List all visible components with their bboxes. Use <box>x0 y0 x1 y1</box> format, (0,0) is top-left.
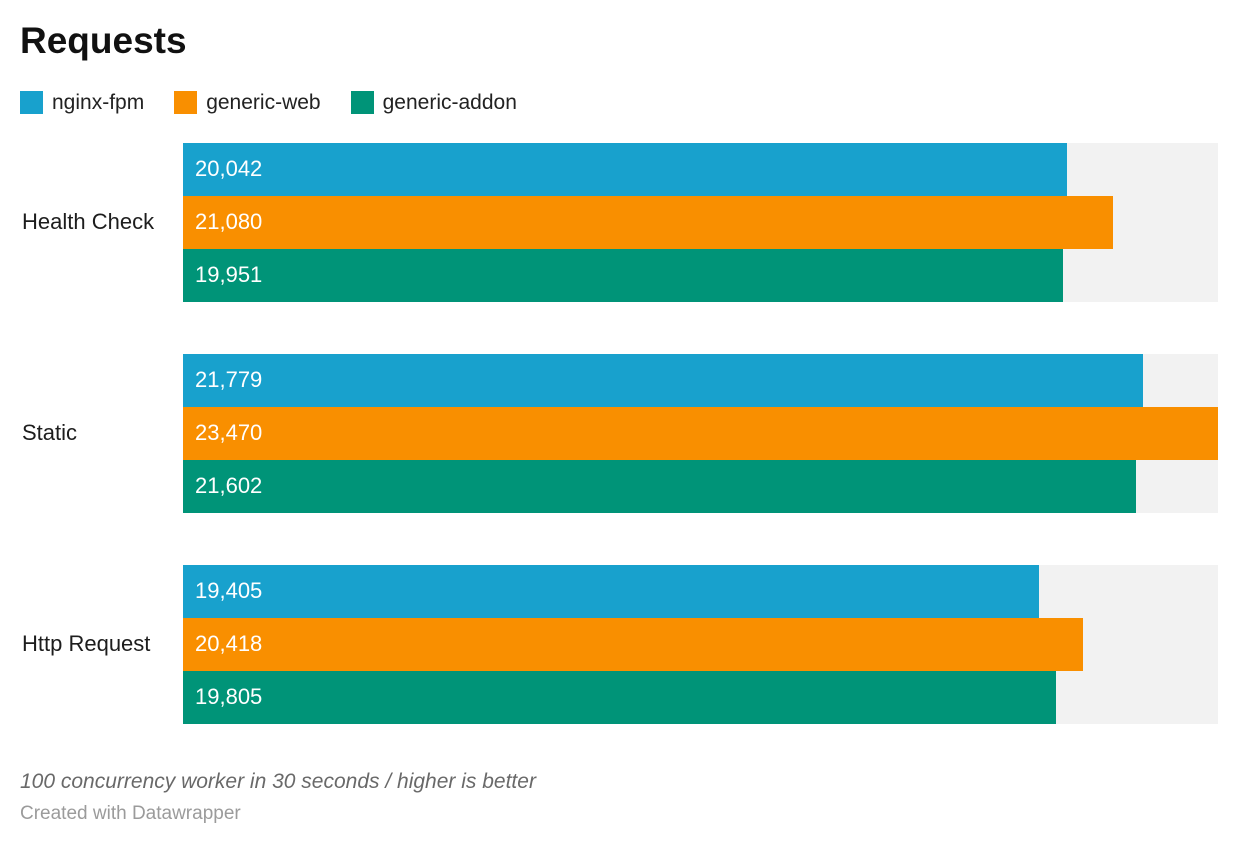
bar-value-label: 20,042 <box>195 156 263 182</box>
bar-generic-web: 23,470 <box>183 406 1218 460</box>
bar-track: 21,779 23,470 21,602 <box>183 353 1218 513</box>
bar-value-label: 23,470 <box>195 420 263 446</box>
category-label: Health Check <box>22 209 155 235</box>
legend: nginx-fpm generic-web generic-addon <box>20 91 1218 115</box>
bar-generic-addon: 19,951 <box>183 248 1063 302</box>
category-label: Http Request <box>22 631 151 657</box>
legend-swatch-icon <box>174 91 198 115</box>
legend-label: generic-web <box>206 90 321 114</box>
chart-note: 100 concurrency worker in 30 seconds / h… <box>20 769 536 793</box>
bar-group: Health Check 20,042 21,080 19,951 <box>20 142 1218 302</box>
legend-swatch-icon <box>350 91 374 115</box>
bar-track: 20,042 21,080 19,951 <box>183 142 1218 302</box>
bar-nginx-fpm: 21,779 <box>183 353 1144 407</box>
bar-nginx-fpm: 19,405 <box>183 564 1039 618</box>
legend-label: nginx-fpm <box>52 90 145 114</box>
bar-generic-web: 20,418 <box>183 617 1084 671</box>
legend-label: generic-addon <box>382 90 517 114</box>
legend-item-generic-addon: generic-addon <box>350 90 517 115</box>
category-label: Static <box>22 420 78 446</box>
bar-group: Http Request 19,405 20,418 19,805 <box>20 564 1218 724</box>
bar-value-label: 21,080 <box>195 209 263 235</box>
bar-generic-addon: 21,602 <box>183 459 1136 513</box>
bar-value-label: 20,418 <box>195 631 263 657</box>
bar-value-label: 21,602 <box>195 473 263 499</box>
legend-item-nginx-fpm: nginx-fpm <box>20 91 144 115</box>
chart-title: Requests <box>20 20 187 61</box>
bar-group: Static 21,779 23,470 21,602 <box>20 353 1218 513</box>
legend-item-generic-web: generic-web <box>174 90 321 115</box>
bar-value-label: 21,779 <box>195 367 263 393</box>
bar-chart: Health Check 20,042 21,080 19,951 Static 21,7… <box>20 142 1218 724</box>
bar-value-label: 19,405 <box>195 578 263 604</box>
bar-track: 19,405 20,418 19,805 <box>183 564 1218 724</box>
bar-generic-addon: 19,805 <box>183 670 1057 724</box>
bar-value-label: 19,951 <box>195 262 263 288</box>
bar-nginx-fpm: 20,042 <box>183 142 1067 196</box>
bar-generic-web: 21,080 <box>183 195 1113 249</box>
bar-value-label: 19,805 <box>195 684 263 710</box>
datawrapper-attribution: Created with Datawrapper <box>20 802 241 824</box>
legend-swatch-icon <box>20 91 43 115</box>
